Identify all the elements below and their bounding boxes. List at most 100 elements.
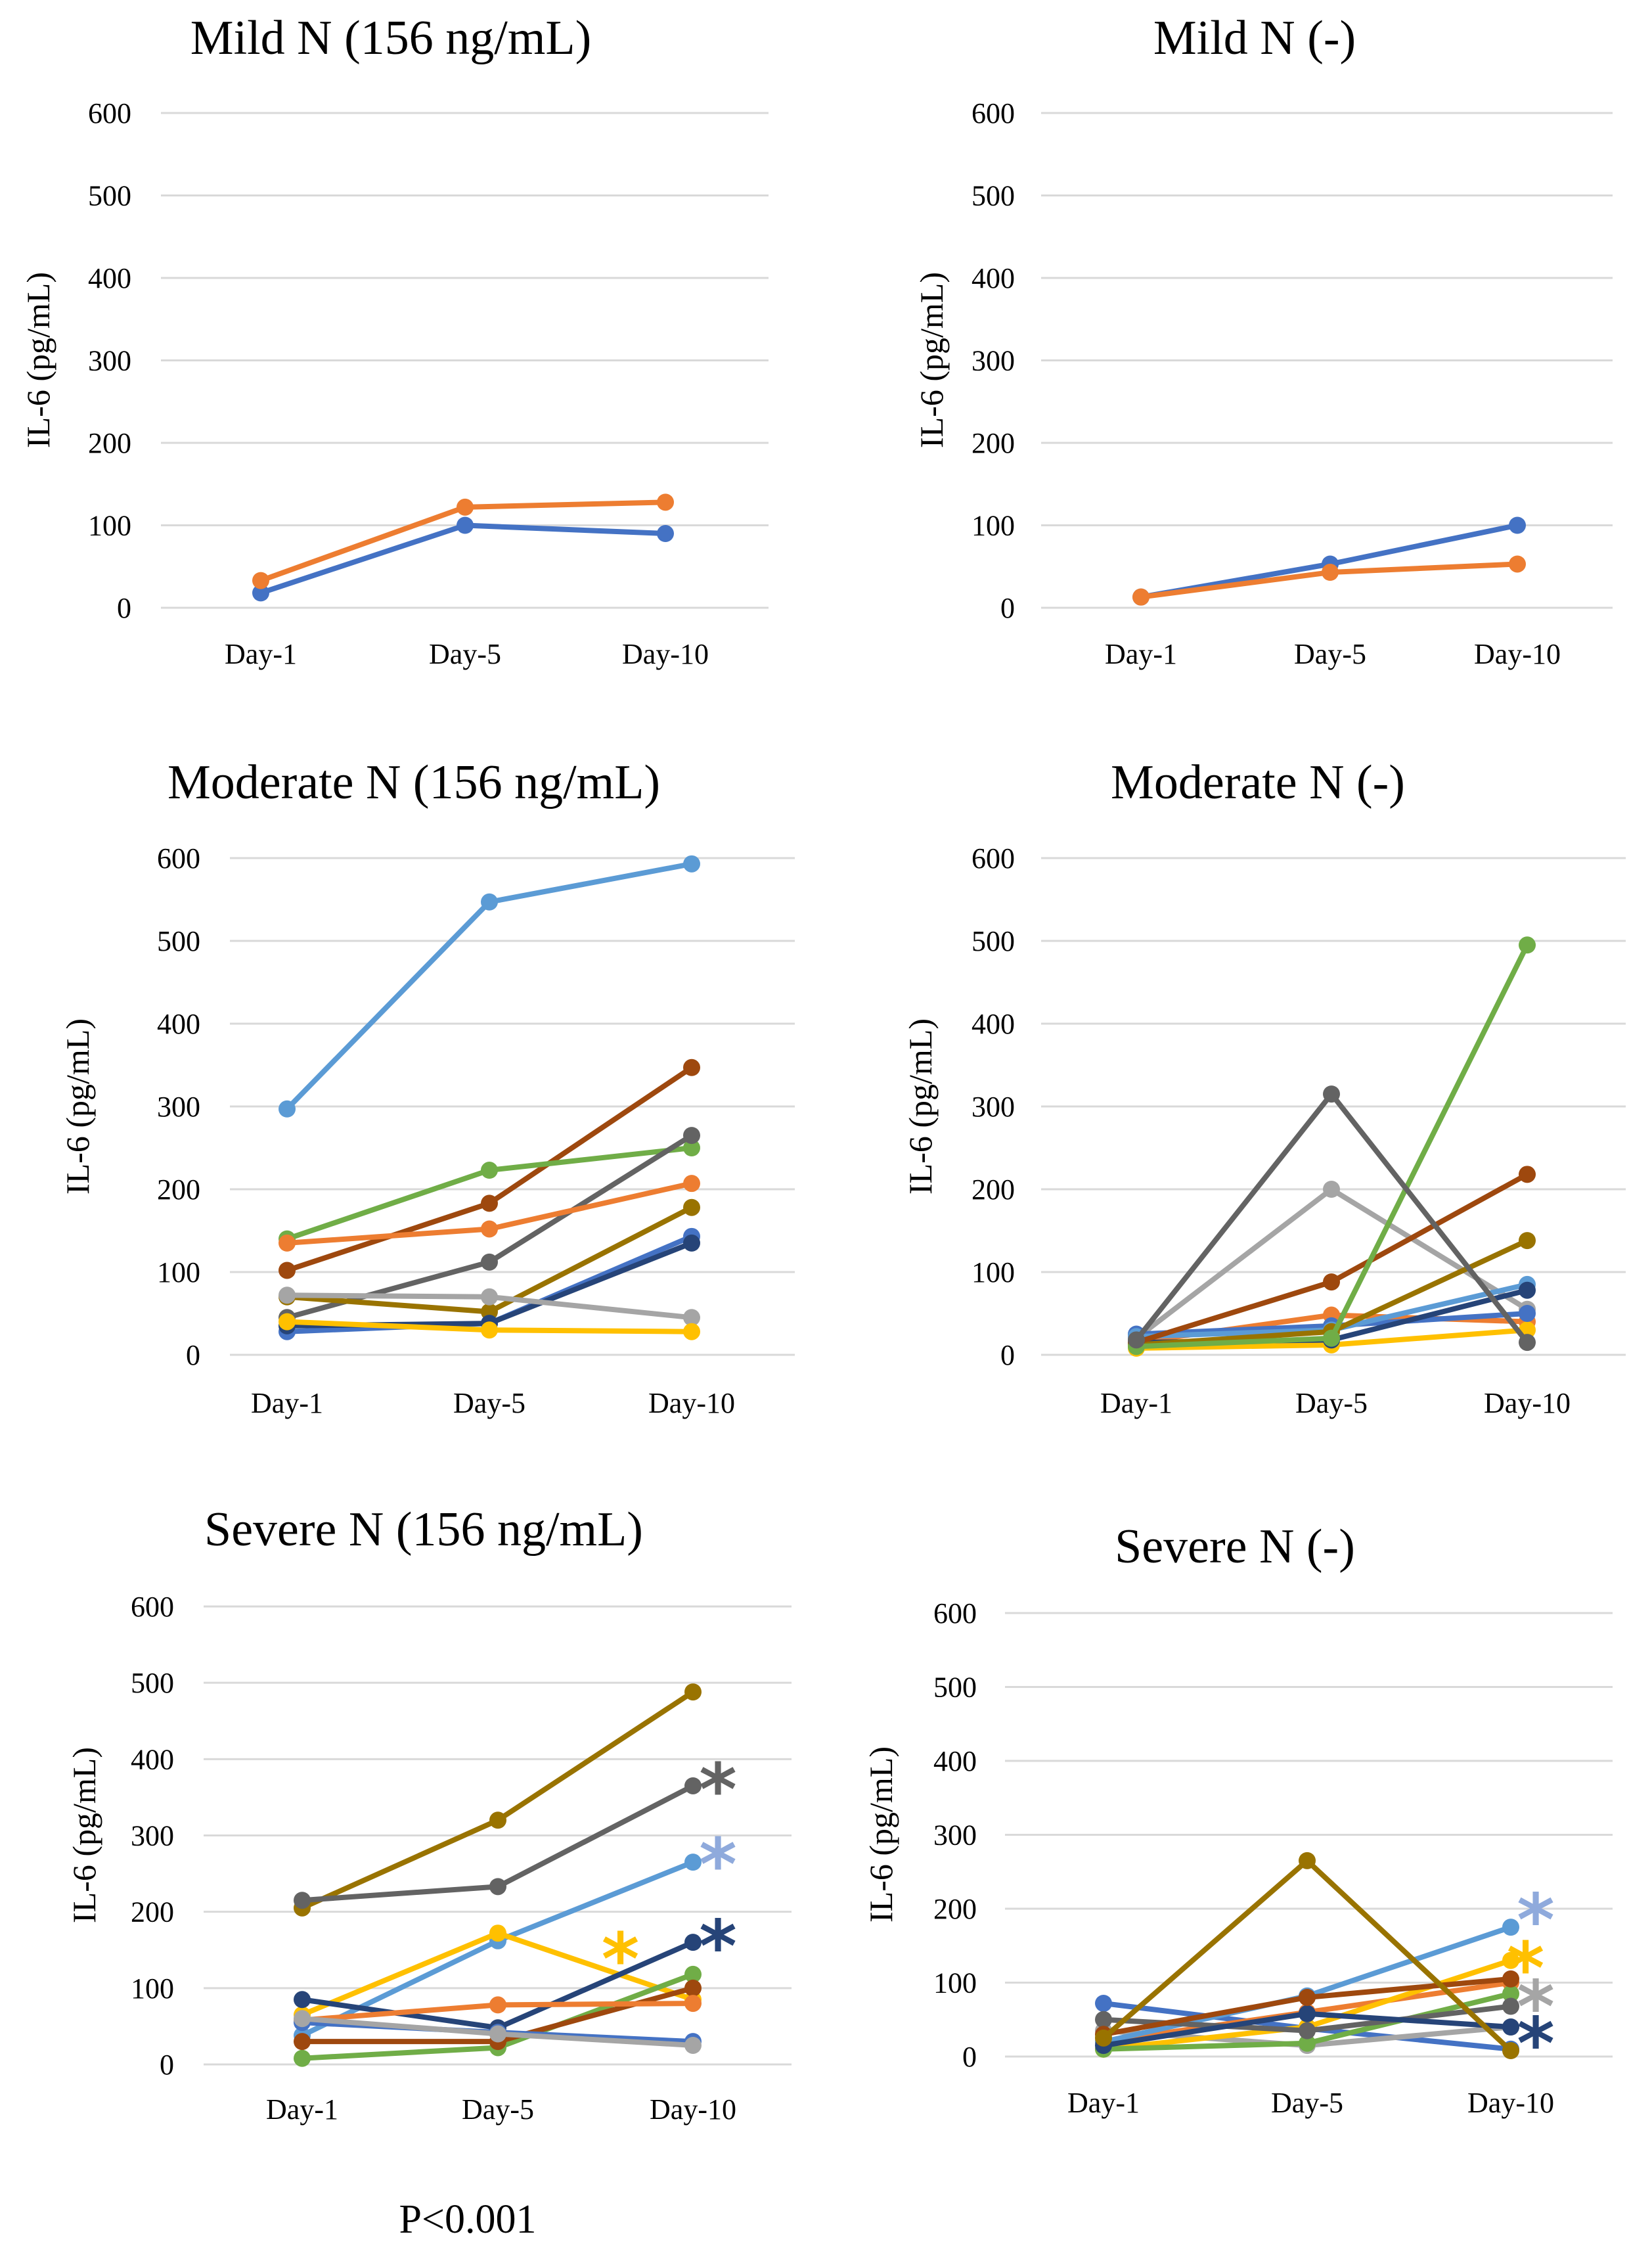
y-tick-label: 300 — [933, 1819, 977, 1852]
chart-title: Moderate N (-) — [1111, 756, 1405, 809]
y-tick-label: 100 — [971, 1256, 1015, 1288]
data-point — [481, 893, 498, 911]
y-tick-label: 500 — [971, 925, 1015, 957]
data-point — [1502, 2018, 1519, 2036]
series-green — [1128, 936, 1536, 1355]
data-point — [1519, 1232, 1536, 1250]
data-point — [489, 1811, 506, 1829]
data-point — [1299, 2005, 1316, 2022]
data-point — [481, 1288, 498, 1306]
data-point — [1323, 1085, 1340, 1103]
y-axis-label: IL-6 (pg/mL) — [862, 1746, 899, 1923]
data-point — [683, 1127, 700, 1145]
data-point — [294, 2010, 311, 2028]
y-axis-label: IL-6 (pg/mL) — [913, 272, 950, 448]
x-tick-label: Day-5 — [453, 1387, 525, 1419]
data-point — [1519, 1281, 1536, 1299]
data-point — [1509, 555, 1526, 573]
data-point — [683, 1175, 700, 1193]
y-tick-label: 0 — [186, 1339, 200, 1371]
y-tick-label: 500 — [971, 180, 1015, 212]
data-point — [1509, 516, 1526, 534]
x-tick-label: Day-1 — [251, 1387, 323, 1419]
series-orange — [1132, 555, 1526, 606]
data-point — [481, 1321, 498, 1339]
data-point — [1132, 588, 1150, 606]
data-point — [1502, 1970, 1519, 1988]
data-point — [683, 1234, 700, 1252]
y-tick-label: 500 — [88, 180, 131, 212]
series-blue — [252, 516, 674, 602]
y-tick-label: 300 — [157, 1091, 200, 1123]
x-tick-label: Day-10 — [622, 638, 709, 670]
chart-title: Severe N (-) — [1115, 1520, 1355, 1574]
data-point — [683, 1058, 700, 1076]
data-point — [457, 498, 474, 516]
data-point — [481, 1220, 498, 1238]
significance-asterisk: * — [699, 1748, 737, 1832]
y-tick-label: 200 — [971, 1173, 1015, 1206]
data-point — [1519, 936, 1536, 954]
data-point — [489, 1996, 506, 2014]
data-point — [683, 1198, 700, 1216]
series-green — [1095, 1985, 1519, 2058]
y-tick-label: 500 — [933, 1672, 977, 1704]
y-tick-label: 0 — [1000, 592, 1015, 624]
series-orange — [252, 493, 674, 589]
series-gray — [294, 2010, 702, 2054]
data-point — [489, 1878, 506, 1896]
data-point — [1323, 1273, 1340, 1291]
y-tick-label: 0 — [1000, 1339, 1015, 1371]
data-point — [684, 1995, 702, 2013]
y-tick-label: 100 — [157, 1256, 200, 1288]
y-tick-label: 600 — [933, 1597, 977, 1629]
y-tick-label: 200 — [157, 1173, 200, 1206]
data-point — [1095, 2011, 1112, 2028]
data-point — [1502, 1997, 1519, 2015]
significance-asterisk: * — [1517, 1878, 1555, 1963]
y-tick-label: 0 — [117, 592, 131, 624]
data-point — [684, 1854, 702, 1871]
y-axis-label: IL-6 (pg/mL) — [902, 1018, 939, 1195]
y-tick-label: 100 — [131, 1972, 174, 2005]
x-tick-label: Day-10 — [650, 2093, 736, 2126]
y-tick-label: 200 — [971, 427, 1015, 459]
chart-title: Moderate N (156 ng/mL) — [167, 756, 660, 809]
panel-moderate-n-156: Moderate N (156 ng/mL) IL-6 (pg/mL) 0 100 20… — [59, 756, 795, 1419]
series-orange — [279, 1175, 700, 1252]
y-tick-label: 200 — [131, 1896, 174, 1928]
panel-severe-n-156: Severe N (156 ng/mL) IL-6 (pg/mL) 0 100 200 3… — [66, 1503, 792, 2126]
data-point — [1299, 2022, 1316, 2039]
y-tick-label: 400 — [88, 262, 131, 294]
significance-asterisk: * — [602, 1917, 640, 2001]
y-tick-label: 400 — [971, 1008, 1015, 1040]
series-brown — [279, 1058, 700, 1279]
chart-title: Severe N (156 ng/mL) — [204, 1503, 643, 1557]
x-tick-label: Day-10 — [648, 1387, 735, 1419]
data-point — [683, 855, 700, 873]
y-tick-label: 300 — [971, 1091, 1015, 1123]
series-gray — [279, 1286, 700, 1327]
x-tick-label: Day-5 — [1271, 2087, 1343, 2119]
data-point — [1502, 2042, 1519, 2059]
series-darkgray — [294, 1777, 702, 1909]
data-point — [1299, 1852, 1316, 1869]
y-tick-label: 200 — [933, 1893, 977, 1925]
y-tick-label: 300 — [88, 345, 131, 377]
data-point — [489, 2025, 506, 2043]
data-point — [684, 1934, 702, 1951]
x-tick-label: Day-5 — [462, 2093, 534, 2126]
x-tick-label: Day-1 — [1100, 1387, 1172, 1419]
series-lightblue — [279, 855, 700, 1118]
chart-title: Mild N (156 ng/mL) — [190, 11, 591, 65]
y-tick-label: 300 — [131, 1820, 174, 1852]
panel-mild-n-156: Mild N (156 ng/mL) IL-6 (pg/mL) 0 100 200 300… — [20, 11, 769, 670]
data-point — [1095, 1995, 1112, 2012]
data-point — [279, 1262, 296, 1279]
significance-asterisk: * — [1517, 2002, 1555, 2086]
y-axis-label: IL-6 (pg/mL) — [20, 272, 56, 448]
x-tick-label: Day-1 — [266, 2093, 338, 2126]
y-tick-label: 0 — [962, 2041, 977, 2073]
x-tick-label: Day-10 — [1484, 1387, 1571, 1419]
